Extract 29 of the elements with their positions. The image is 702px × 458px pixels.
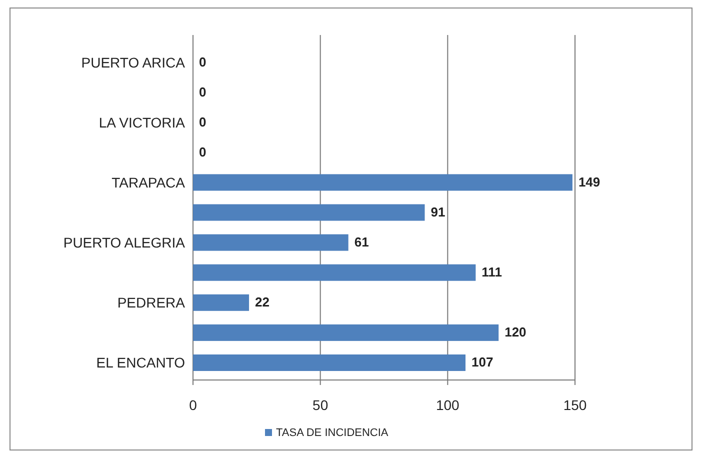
y-tick-label: PUERTO ALEGRIA: [63, 234, 186, 251]
x-tick-label: 50: [312, 397, 328, 413]
y-tick-label: PEDRERA: [117, 294, 186, 311]
data-label: 0: [199, 54, 206, 70]
x-tick-label: 150: [563, 397, 587, 413]
data-label: 111: [482, 264, 502, 280]
y-tick-label: EL ENCANTO: [96, 354, 186, 371]
bar: [193, 324, 499, 341]
x-tick-label: 100: [436, 397, 460, 413]
bar: [193, 294, 250, 311]
x-tick-label: 0: [189, 397, 198, 413]
data-label: 22: [255, 294, 270, 310]
legend-label: TASA DE INCIDENCIA: [276, 427, 389, 439]
bar: [193, 354, 466, 371]
y-tick-label: PUERTO ARICA: [81, 54, 186, 70]
data-label: 0: [199, 114, 206, 130]
bar: [193, 174, 572, 191]
bar: [193, 264, 476, 281]
data-label: 107: [471, 354, 494, 370]
data-label: 120: [504, 324, 526, 340]
data-label: 0: [199, 144, 206, 160]
data-label: 91: [430, 204, 446, 220]
y-tick-label: TARAPACA: [112, 174, 186, 190]
data-label: 149: [578, 174, 600, 190]
bar: [193, 234, 348, 251]
bar: [193, 204, 425, 221]
data-label: 0: [199, 84, 206, 100]
data-label: 61: [354, 234, 369, 250]
y-tick-label: LA VICTORIA: [98, 114, 186, 130]
